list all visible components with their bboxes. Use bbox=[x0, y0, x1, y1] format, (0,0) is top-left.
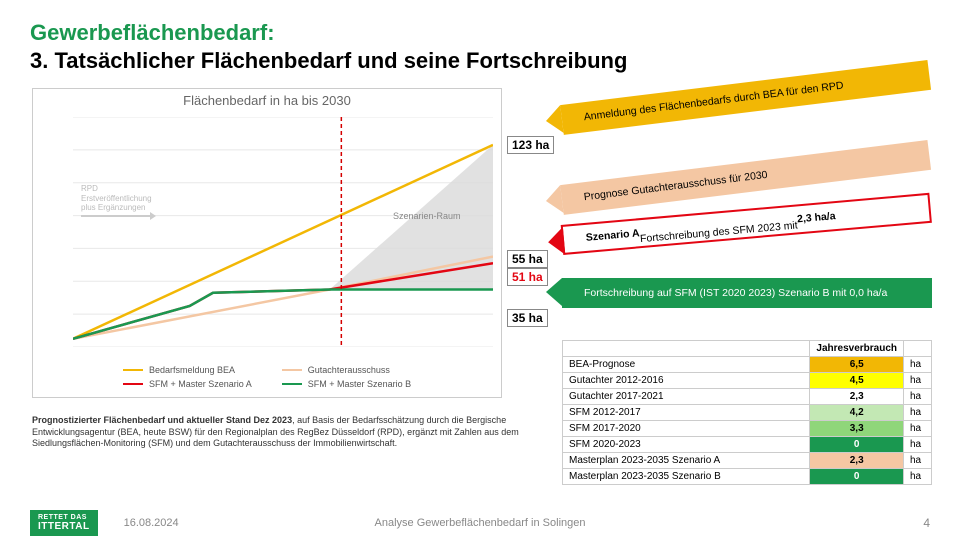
table-row-value: 4,5 bbox=[810, 373, 904, 389]
table-row-label: Masterplan 2023-2035 Szenario B bbox=[563, 469, 810, 485]
footer-date: 16.08.2024 bbox=[124, 517, 179, 529]
footer-page: 4 bbox=[923, 516, 930, 530]
table-row-unit: ha bbox=[904, 421, 932, 437]
chart-plot: Szenarien-Raum 020406080100120140 201220… bbox=[73, 117, 493, 347]
table-row-label: Gutachter 2017-2021 bbox=[563, 389, 810, 405]
table-row-unit: ha bbox=[904, 389, 932, 405]
end-label: 123 ha bbox=[507, 136, 554, 154]
table-row-value: 3,3 bbox=[810, 421, 904, 437]
table-row-unit: ha bbox=[904, 373, 932, 389]
table-row-value: 2,3 bbox=[810, 453, 904, 469]
chart-container: Flächenbedarf in ha bis 2030 Szenarien-R… bbox=[32, 88, 502, 398]
rpd-arrow bbox=[81, 215, 151, 217]
table-row-unit: ha bbox=[904, 357, 932, 373]
table-row-label: SFM 2017-2020 bbox=[563, 421, 810, 437]
table-row-label: SFM 2020-2023 bbox=[563, 437, 810, 453]
footnote: Prognostizierter Flächenbedarf und aktue… bbox=[32, 415, 532, 450]
footer-center: Analyse Gewerbeflächenbedarf in Solingen bbox=[375, 517, 586, 529]
svg-text:Szenarien-Raum: Szenarien-Raum bbox=[393, 211, 461, 221]
table-row-unit: ha bbox=[904, 405, 932, 421]
title-line1: Gewerbeflächenbedarf: bbox=[30, 20, 930, 46]
end-label: 35 ha bbox=[507, 309, 548, 327]
title-line2: 3. Tatsächlicher Flächenbedarf und seine… bbox=[30, 48, 930, 74]
table-row-label: Gutachter 2012-2016 bbox=[563, 373, 810, 389]
table-row-value: 6,5 bbox=[810, 357, 904, 373]
chart-title: Flächenbedarf in ha bis 2030 bbox=[33, 93, 501, 108]
table-row-unit: ha bbox=[904, 453, 932, 469]
table-row-value: 0 bbox=[810, 469, 904, 485]
table-row-unit: ha bbox=[904, 469, 932, 485]
end-label: 51 ha bbox=[507, 268, 548, 286]
table-row-label: Masterplan 2023-2035 Szenario A bbox=[563, 453, 810, 469]
table-header: Jahresverbrauch bbox=[810, 341, 904, 357]
consumption-table: Jahresverbrauch BEA-Prognose 6,5 ha Gutac… bbox=[562, 340, 932, 485]
table-row-value: 0 bbox=[810, 437, 904, 453]
table-row-value: 4,2 bbox=[810, 405, 904, 421]
end-label: 55 ha bbox=[507, 250, 548, 268]
table-row-value: 2,3 bbox=[810, 389, 904, 405]
table-row-unit: ha bbox=[904, 437, 932, 453]
footer: RETTET DAS ITTERTAL 16.08.2024 Analyse G… bbox=[0, 506, 960, 540]
rpd-note: RPDErstveröffentlichungplus Ergänzungen bbox=[81, 184, 152, 213]
logo: RETTET DAS ITTERTAL bbox=[30, 510, 98, 536]
callout-arrow: Fortschreibung auf SFM (IST 2020 2023) S… bbox=[562, 278, 932, 308]
table-row-label: SFM 2012-2017 bbox=[563, 405, 810, 421]
chart-legend: Bedarfsmeldung BEAGutachterausschussSFM … bbox=[123, 365, 411, 389]
table-row-label: BEA-Prognose bbox=[563, 357, 810, 373]
